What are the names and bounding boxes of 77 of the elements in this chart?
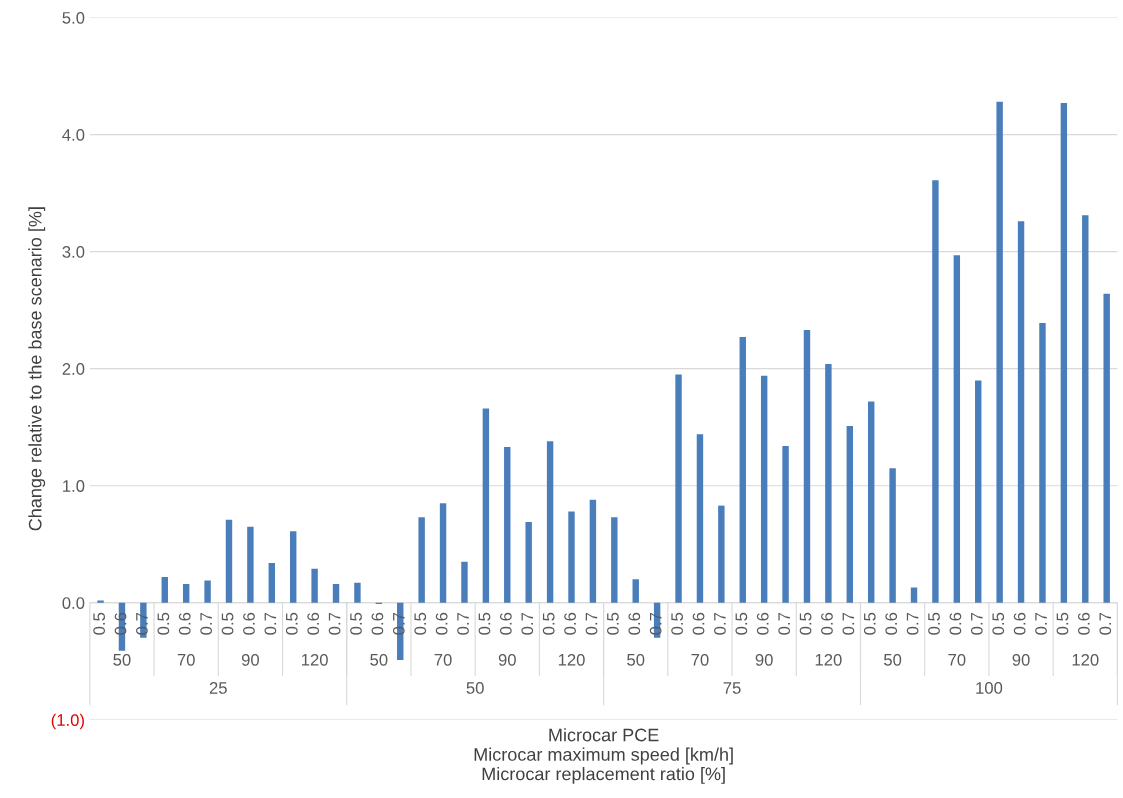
x-tick-label: 0.6	[243, 612, 255, 635]
annotation: 50	[370, 653, 388, 666]
y-tick-label: 3.0	[62, 246, 85, 258]
x-tick-label: 0.7	[585, 612, 598, 635]
x-tick-label: 0.5	[928, 612, 940, 635]
x-tick-label: 0.5	[414, 612, 427, 635]
x-tick-label: 0.7	[1035, 612, 1047, 635]
x-tick-label: 0.6	[1013, 612, 1026, 635]
x-tick-label: 0.5	[542, 612, 555, 635]
y-tick-label: 5.0	[62, 11, 85, 24]
x-tick-label: 0.7	[136, 612, 148, 635]
x-tick-label: 0.6	[435, 612, 448, 635]
annotation: 70	[177, 653, 195, 666]
x-tick-label: 0.6	[821, 612, 833, 635]
y-tick-label: 0.0	[62, 597, 85, 609]
x-tick-label: 0.7	[392, 612, 405, 635]
x-tick-label: 0.7	[714, 612, 726, 635]
annotation: 120	[1072, 653, 1099, 666]
x-tick-label: 0.7	[457, 612, 469, 635]
y-tick-label: 1.0	[63, 480, 85, 492]
y-tick-label: 2.0	[62, 363, 85, 375]
y-tick-label: (1.0)	[51, 713, 84, 730]
x-tick-label: 0.5	[799, 612, 812, 635]
annotation: 120	[815, 653, 842, 666]
x-tick-label: 0.5	[1056, 612, 1069, 635]
x-tick-label: 0.7	[264, 612, 277, 635]
x-tick-label: 0.5	[735, 612, 748, 635]
x-tick-label: 0.6	[499, 612, 512, 635]
annotation: 25	[209, 682, 227, 694]
x-tick-label: 0.6	[949, 612, 962, 635]
annotation: 90	[755, 653, 773, 666]
x-tick-label: 0.6	[885, 612, 898, 635]
x-tick-label: 0.5	[221, 612, 234, 635]
x-tick-label: 0.7	[328, 612, 341, 635]
x-tick-label: 0.6	[628, 612, 641, 635]
annotation: 70	[691, 653, 709, 666]
annotation: 50	[627, 653, 645, 666]
y-tick-label: 4.0	[62, 129, 85, 141]
x-tick-label: 0.7	[842, 612, 855, 635]
annotation: 120	[558, 653, 585, 666]
x-tick-label: 0.7	[521, 612, 534, 635]
annotation: 90	[498, 653, 516, 666]
annotation: 50	[113, 653, 131, 666]
x-tick-label: 0.5	[157, 612, 170, 635]
x-tick-label: 0.5	[863, 612, 876, 635]
annotation: 90	[241, 653, 260, 666]
x-tick-label: 0.5	[606, 612, 619, 635]
annotation: 50	[466, 682, 484, 694]
x-tick-label: 0.6	[756, 612, 769, 635]
annotation: 120	[301, 653, 328, 666]
x-tick-label: 0.5	[992, 612, 1005, 635]
x-tick-label: 0.5	[350, 612, 362, 635]
x-tick-label: 0.7	[649, 612, 662, 635]
y-axis-title: Change relative to the base scenario [%]	[28, 207, 46, 531]
x-tick-label: 0.6	[564, 612, 576, 635]
x-tick-label: 0.6	[307, 612, 320, 635]
x-tick-label: 0.7	[906, 612, 919, 635]
x-tick-label: 0.5	[93, 612, 106, 635]
annotation: 100	[976, 682, 1003, 694]
x-tick-label: 0.7	[970, 612, 983, 635]
x-tick-label: 0.5	[285, 612, 298, 635]
annotation: 70	[434, 653, 452, 666]
x-tick-label: 0.6	[692, 612, 705, 635]
x-tick-label: 0.6	[178, 612, 191, 635]
annotation: 50	[884, 653, 902, 666]
x-tick-label: 0.5	[478, 612, 491, 635]
x-tick-label: 0.6	[371, 612, 384, 635]
x-tick-label: 0.7	[200, 612, 213, 635]
x-tick-label: 0.5	[671, 612, 684, 635]
x-axis-title: Microcar PCE Microcar maximum speed [km/h] Microcar replacement ratio [%]	[474, 728, 733, 784]
x-tick-label: 0.7	[1099, 612, 1112, 635]
x-tick-label: 0.7	[778, 612, 791, 635]
annotation: 70	[948, 653, 966, 666]
annotation: 90	[1012, 653, 1030, 666]
annotation: 75	[723, 682, 741, 694]
x-tick-label: 0.6	[1077, 612, 1090, 635]
x-tick-label: 0.6	[114, 612, 127, 635]
